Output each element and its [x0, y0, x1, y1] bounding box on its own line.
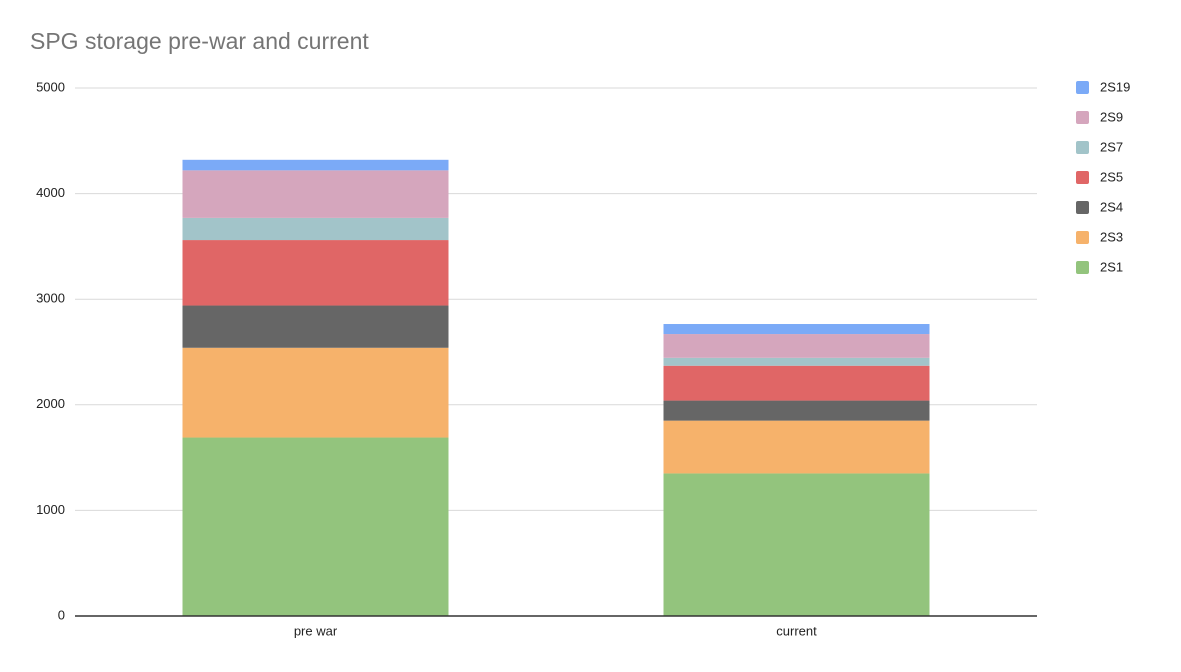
bar-segment [182, 240, 449, 306]
bar-segment [663, 420, 930, 474]
bar-segment [663, 473, 930, 616]
chart-title: SPG storage pre-war and current [30, 28, 369, 54]
y-tick-label: 3000 [36, 291, 65, 306]
legend-label: 2S3 [1100, 229, 1123, 244]
legend-label: 2S19 [1100, 79, 1130, 94]
legend-label: 2S4 [1100, 199, 1123, 214]
bar-segment [663, 365, 930, 401]
bar-segment [182, 305, 449, 348]
y-tick-label: 5000 [36, 79, 65, 94]
legend-label: 2S5 [1100, 169, 1123, 184]
bar-segment [182, 159, 449, 171]
y-tick-label: 1000 [36, 502, 65, 517]
x-tick-label: current [776, 623, 817, 638]
legend-label: 2S7 [1100, 139, 1123, 154]
bar-segment [182, 437, 449, 616]
bar-segment [663, 357, 930, 366]
bar-segment [182, 347, 449, 438]
legend-label: 2S9 [1100, 109, 1123, 124]
bar-segment [182, 170, 449, 218]
bar-segment [663, 324, 930, 335]
legend-swatch [1076, 141, 1089, 154]
legend-label: 2S1 [1100, 259, 1123, 274]
bar-segment [663, 334, 930, 358]
bar-segment [182, 217, 449, 241]
bar-segment [663, 400, 930, 421]
legend-swatch [1076, 261, 1089, 274]
x-tick-label: pre war [294, 623, 338, 638]
y-tick-label: 2000 [36, 396, 65, 411]
y-tick-label: 4000 [36, 185, 65, 200]
legend-swatch [1076, 201, 1089, 214]
legend-swatch [1076, 81, 1089, 94]
legend-swatch [1076, 111, 1089, 124]
y-tick-label: 0 [58, 607, 65, 622]
legend-swatch [1076, 231, 1089, 244]
legend-swatch [1076, 171, 1089, 184]
